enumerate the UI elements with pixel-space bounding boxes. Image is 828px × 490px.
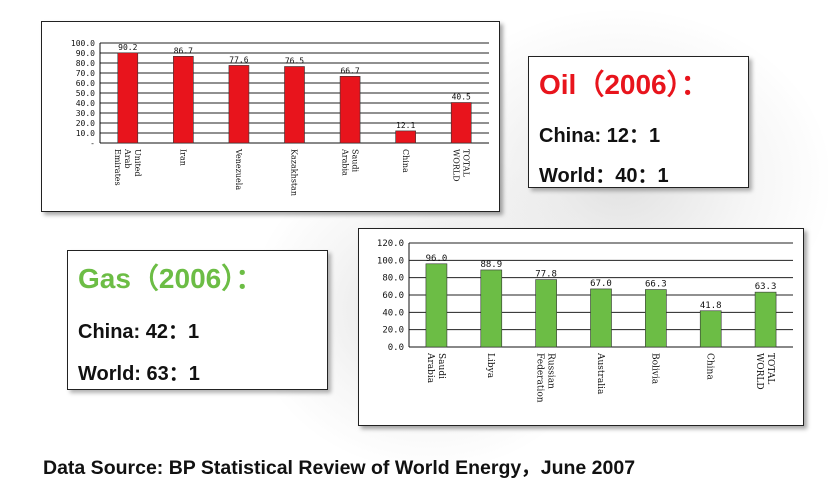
x-category-label: Bolivia [650, 353, 660, 385]
y-tick-label: 40.0 [382, 308, 404, 318]
x-category-word: Bolivia [650, 353, 660, 385]
bar-value-label: 67.0 [590, 279, 612, 289]
bar [425, 263, 448, 348]
x-category-word: WORLD [451, 149, 460, 182]
x-category-label: Venezuela [234, 148, 243, 190]
y-tick-label: 100.0 [377, 256, 404, 266]
x-category-label: Libya [485, 353, 495, 379]
y-tick-label: 30.0 [76, 109, 95, 118]
gas-china-ratio: China: 42：1 [78, 321, 200, 343]
oil-china-ratio: China: 12：1 [539, 125, 661, 147]
x-category-word: TOTAL [461, 149, 470, 178]
bar-value-label: 41.8 [700, 301, 722, 311]
bar [699, 310, 722, 348]
oil-chart: 100.0 90.0 80.0 70.0 60.0 50.0 40.0 30.0 20.0 10.… [41, 21, 500, 212]
gas-title: Gas（2006）： [78, 263, 264, 294]
bar-value-label: 12.1 [396, 121, 415, 130]
bar [173, 55, 194, 144]
bar [590, 288, 612, 348]
bar-value-label: 90.2 [118, 43, 137, 52]
bar [480, 269, 503, 348]
bar [284, 66, 305, 144]
data-source-footer: Data Source: BP Statistical Review of Wo… [43, 457, 636, 479]
x-category-label: Kazakhstan [290, 149, 299, 196]
bar-value-label: 86.7 [174, 46, 193, 55]
oil-world-ratio: World：40：1 [539, 165, 669, 187]
y-tick-label: 60.0 [76, 79, 95, 88]
oil-info-box: Oil（2006）： China: 12：1 World：40：1 [528, 56, 749, 188]
x-category-word: Kazakhstan [290, 149, 299, 196]
bar [450, 102, 472, 144]
x-category-word: Iran [179, 149, 188, 166]
bar [754, 291, 777, 348]
bar-value-label: 88.9 [480, 260, 502, 270]
x-category-word: Federation [534, 353, 544, 403]
bar [535, 279, 557, 348]
oil-title: Oil（2006）： [539, 69, 709, 100]
x-category-label: Australia [595, 352, 605, 395]
y-tick-label: 20.0 [382, 326, 404, 336]
y-tick-label: 20.0 [76, 119, 95, 128]
y-tick-label: 100.0 [71, 39, 95, 48]
bar-value-label: 77.6 [229, 55, 248, 64]
x-category-label: China [705, 353, 715, 380]
x-category-word: Arabia [425, 352, 435, 384]
x-category-word: United [133, 149, 142, 177]
bar [395, 130, 416, 144]
bar [117, 52, 139, 144]
gas-info-box: Gas（2006）： China: 42：1 World: 63：1 [67, 250, 328, 390]
bar-value-label: 96.0 [426, 254, 448, 264]
bar-value-label: 63.3 [755, 282, 777, 292]
y-tick-label: 50.0 [76, 89, 95, 98]
y-tick-label: 90.0 [76, 49, 95, 58]
x-category-word: WORLD [754, 353, 764, 390]
gas-chart-svg: 120.0 100.0 80.0 60.0 40.0 20.0 0.0 96.0 SaudiAr… [377, 239, 793, 403]
x-category-word: Emirates [113, 149, 122, 186]
bar-value-label: 76.5 [285, 57, 304, 66]
x-category-word: Saudi [436, 353, 446, 379]
gas-world-ratio: World: 63：1 [78, 363, 200, 385]
y-tick-label: - [90, 139, 95, 148]
x-category-word: Arabia [340, 148, 349, 176]
y-tick-label: 60.0 [382, 291, 404, 301]
x-category-word: Venezuela [234, 148, 243, 190]
bar-value-label: 66.3 [645, 280, 667, 290]
x-category-word: China [705, 353, 715, 380]
x-category-word: TOTAL [765, 353, 775, 384]
x-category-word: Arab [123, 148, 132, 169]
x-category-label: Iran [179, 149, 188, 166]
x-category-label: China [401, 149, 410, 173]
y-tick-label: 10.0 [76, 129, 95, 138]
oil-chart-svg: 100.090.080.070.060.050.040.030.020.010.… [71, 39, 489, 196]
x-category-word: Australia [595, 352, 605, 395]
y-tick-label: 40.0 [76, 99, 95, 108]
bar [339, 75, 361, 144]
bar [228, 65, 250, 144]
x-category-word: Saudi [350, 149, 359, 173]
y-tick-label: 0.0 [388, 343, 404, 353]
bar-value-label: 40.5 [452, 93, 471, 102]
y-tick-label: 70.0 [76, 69, 95, 78]
bar-value-label: 66.7 [340, 66, 359, 75]
bar [645, 289, 667, 348]
x-category-word: China [401, 149, 410, 173]
bar-value-label: 77.8 [535, 270, 557, 280]
gas-chart: 120.0 100.0 80.0 60.0 40.0 20.0 0.0 96.0 Saudi Ar… [358, 228, 804, 426]
y-tick-label: 120.0 [377, 239, 404, 249]
y-tick-label: 80.0 [382, 274, 404, 284]
y-tick-label: 80.0 [76, 59, 95, 68]
x-category-word: Russian [545, 353, 555, 389]
x-category-word: Libya [485, 353, 495, 379]
